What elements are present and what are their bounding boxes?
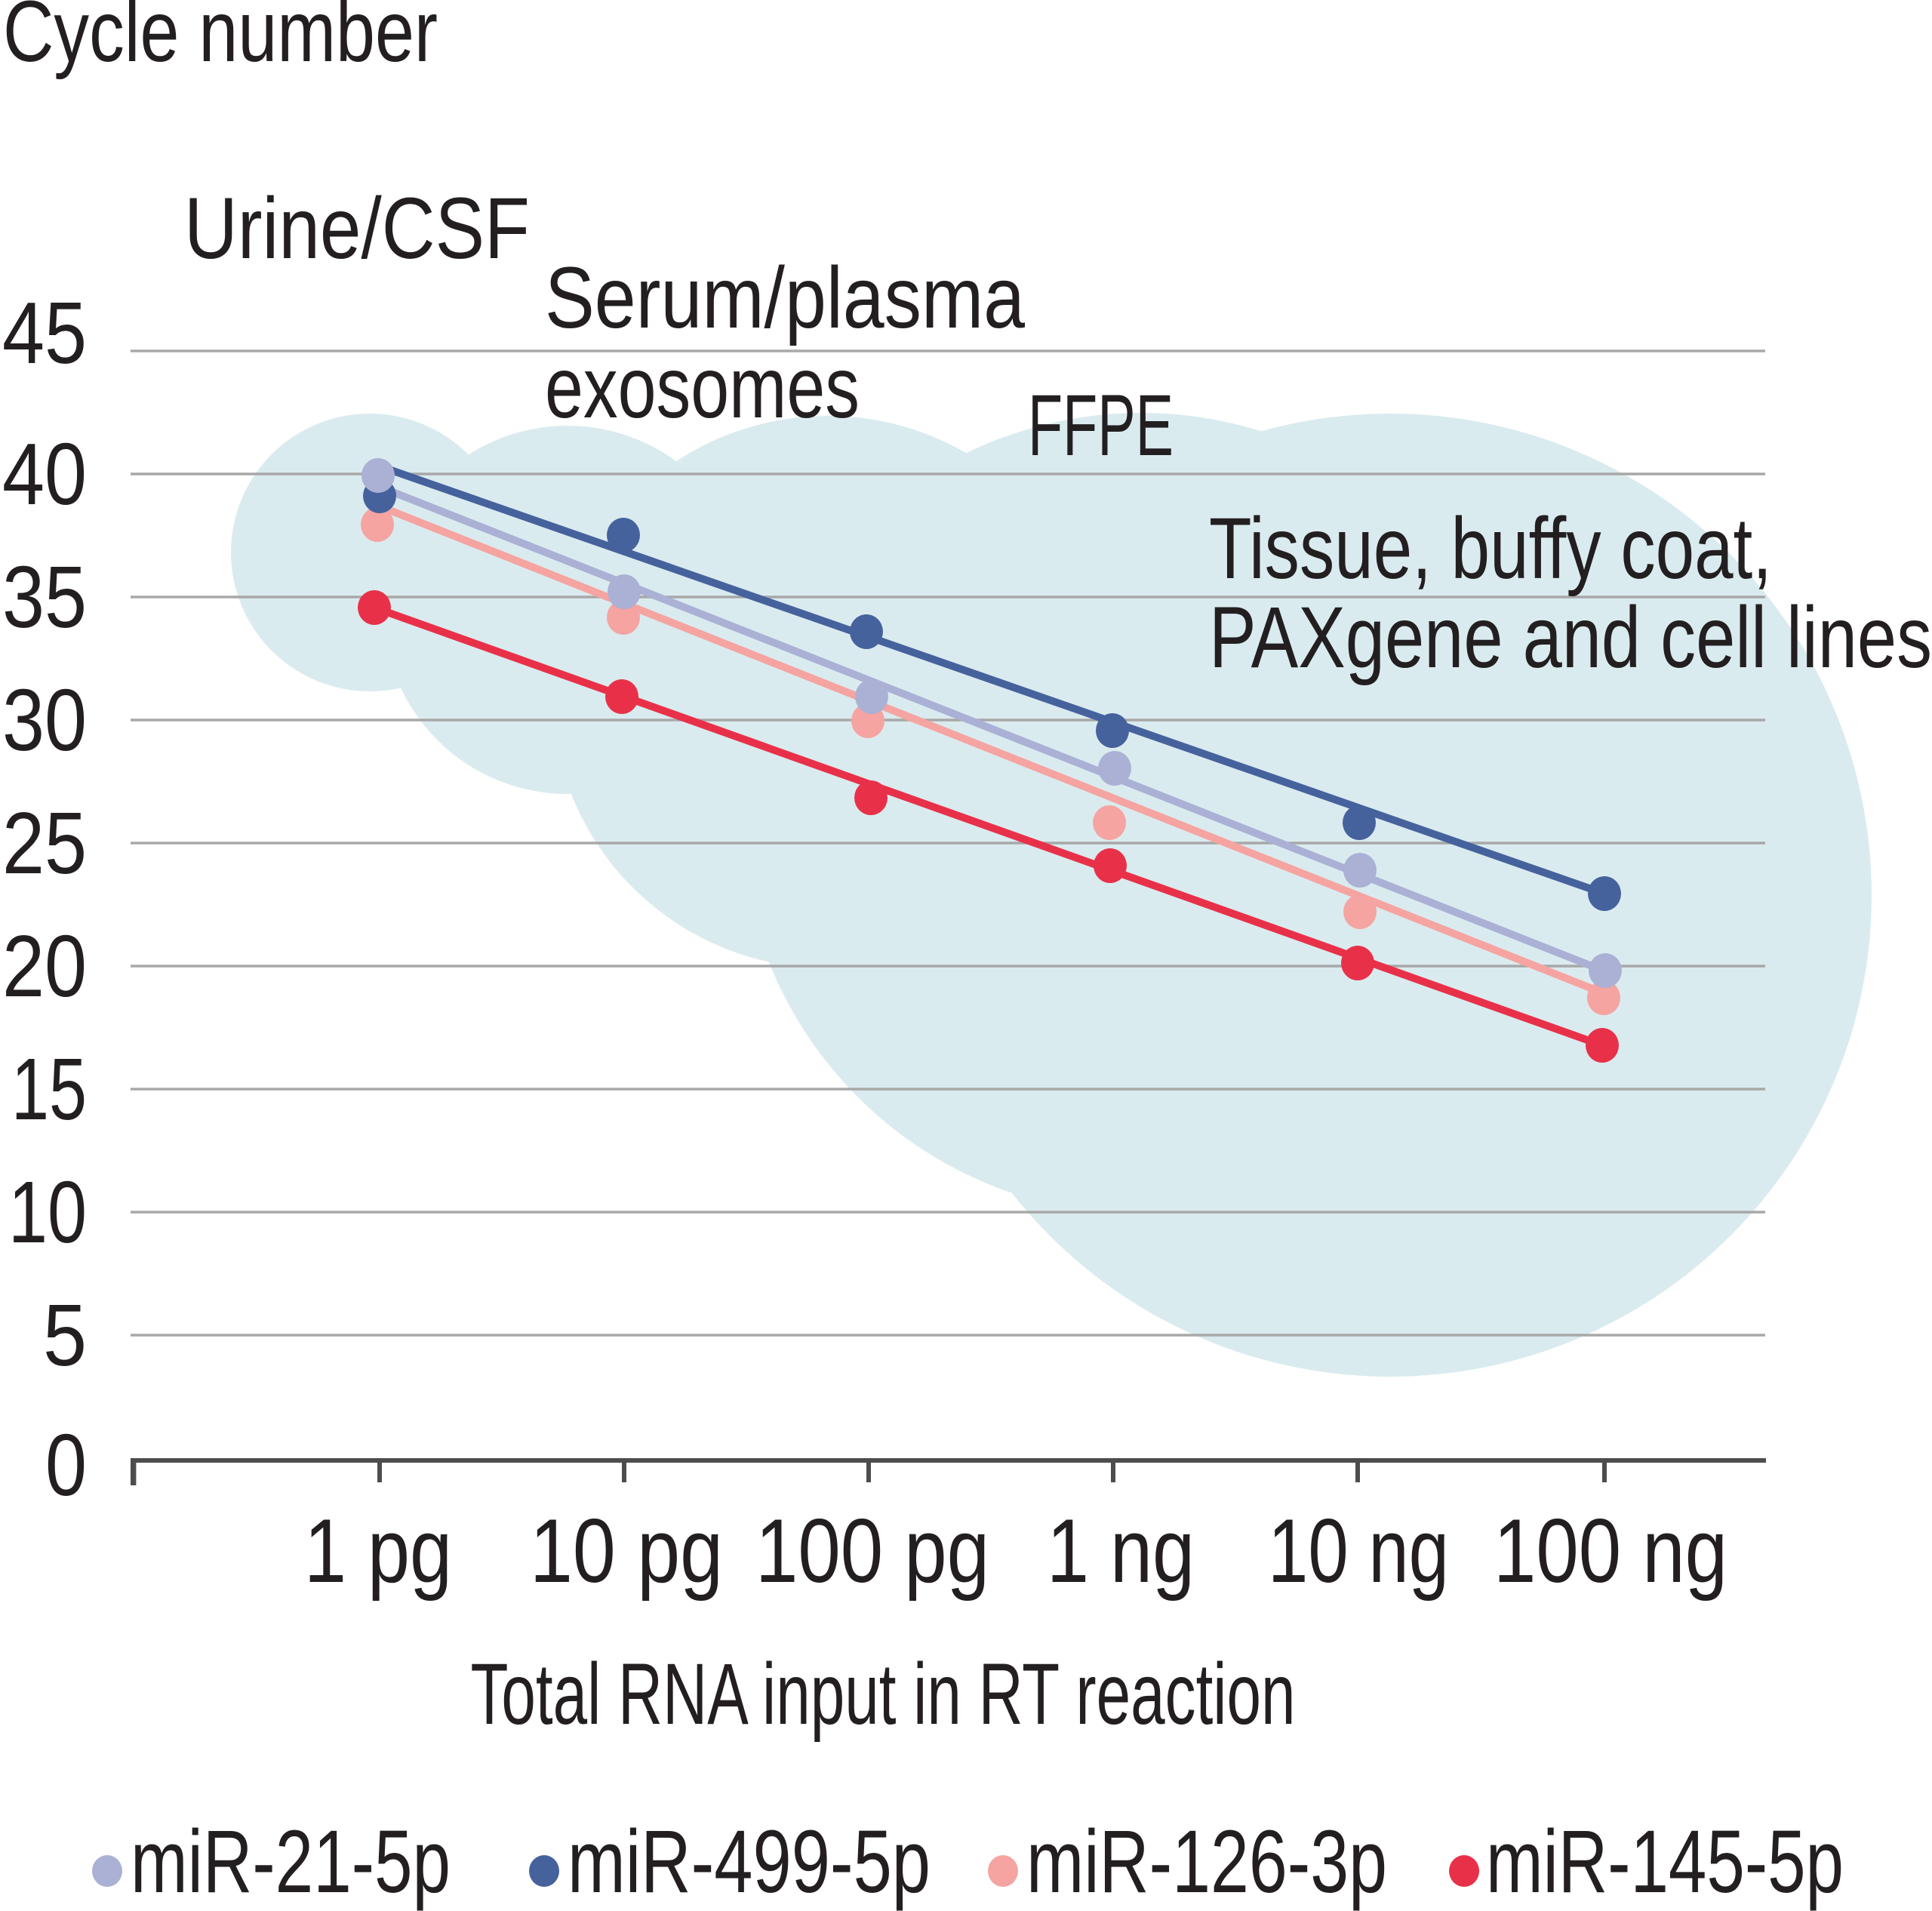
svg-text:FFPE: FFPE [1028,377,1174,474]
svg-text:Cycle number: Cycle number [3,0,438,80]
svg-text:100 ng: 100 ng [1494,1500,1727,1602]
svg-text:15: 15 [11,1040,87,1138]
svg-text:miR-145-5p: miR-145-5p [1486,1812,1844,1911]
svg-text:Urine/CSF: Urine/CSF [184,180,530,277]
svg-text:Total RNA input in RT reaction: Total RNA input in RT reaction [471,1646,1296,1743]
svg-text:PAXgene and cell lines: PAXgene and cell lines [1209,589,1932,686]
svg-text:20: 20 [2,917,87,1015]
svg-text:5: 5 [43,1286,87,1384]
svg-text:1 pg: 1 pg [304,1500,452,1602]
svg-text:Tissue, buffy coat,: Tissue, buffy coat, [1209,500,1772,597]
svg-text:10 pg: 10 pg [530,1500,723,1602]
svg-text:exosomes: exosomes [545,340,860,436]
svg-text:100 pg: 100 pg [755,1500,989,1602]
svg-text:miR-499-5p: miR-499-5p [568,1812,931,1911]
svg-text:10 ng: 10 ng [1268,1500,1449,1602]
svg-text:40: 40 [2,425,87,523]
svg-text:1 ng: 1 ng [1047,1500,1195,1602]
svg-text:0: 0 [45,1416,87,1514]
svg-text:35: 35 [2,548,87,646]
svg-text:30: 30 [2,671,87,769]
svg-text:10: 10 [8,1163,87,1261]
svg-text:25: 25 [2,794,87,892]
svg-text:miR-21-5p: miR-21-5p [131,1812,451,1911]
svg-text:45: 45 [2,284,87,382]
svg-text:Serum/plasma: Serum/plasma [545,250,1025,346]
svg-text:miR-126-3p: miR-126-3p [1026,1812,1387,1911]
